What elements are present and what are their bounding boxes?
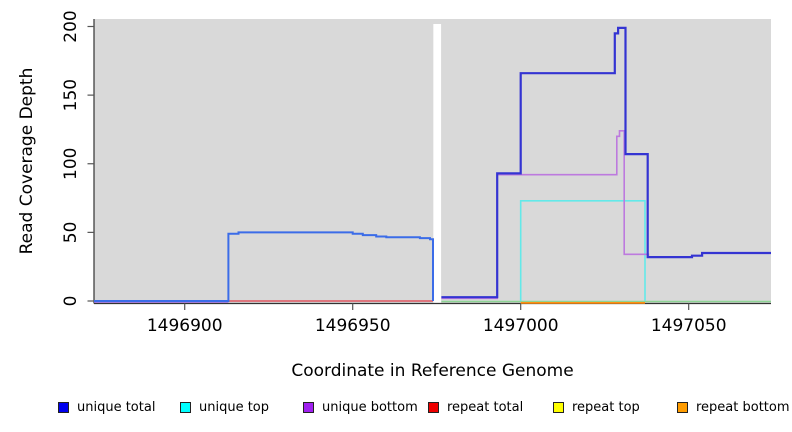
y-tick-label: 200	[61, 10, 81, 42]
series-unique-total	[441, 26, 771, 299]
x-tick-label: 1496950	[315, 316, 391, 336]
x-tick-label: 1497000	[483, 316, 559, 336]
x-axis-title: Coordinate in Reference Genome	[291, 361, 574, 381]
y-tick-label: 0	[61, 296, 81, 307]
y-tick-label: 150	[61, 79, 81, 111]
y-tick-label: 100	[61, 148, 81, 180]
no-data-gap-band	[433, 24, 442, 304]
y-tick-label: 50	[61, 222, 81, 244]
x-tick-label: 1496900	[147, 316, 223, 336]
y-axis-title: Read Coverage Depth	[17, 67, 37, 255]
series-unique-top	[519, 200, 646, 301]
series-unique-total-pre-gap	[94, 231, 434, 302]
x-tick-label: 1497050	[651, 316, 727, 336]
